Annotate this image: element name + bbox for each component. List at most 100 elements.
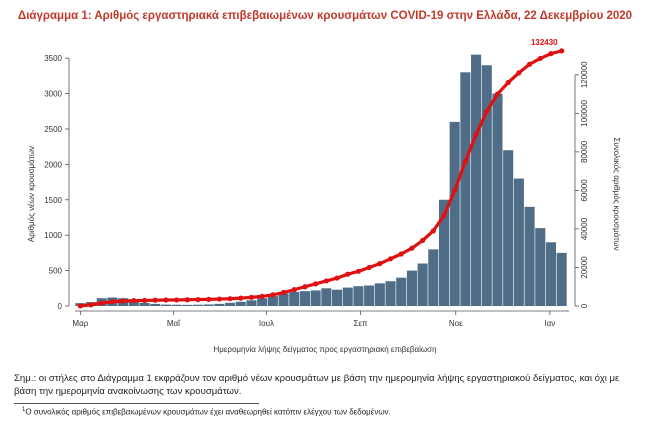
footnote: 1Ο συνολικός αριθμός επιβεβαιωμένων κρου… xyxy=(22,407,391,417)
bar xyxy=(438,199,450,306)
cumulative-point xyxy=(152,297,158,303)
chart-axes xyxy=(65,57,579,315)
y-tick-label: 2000 xyxy=(44,160,62,169)
cumulative-point xyxy=(77,303,83,309)
cumulative-point xyxy=(398,251,404,257)
cumulative-point xyxy=(206,296,212,302)
y-axis-label: Αριθμός νέων κρουσμάτων xyxy=(27,146,36,242)
cumulative-point xyxy=(313,281,319,287)
bar xyxy=(449,121,460,306)
bar xyxy=(556,252,567,306)
bar xyxy=(342,287,353,306)
chart-svg: 132430 0 500 1000 1500 2000 2500 3000 3500 0 2000… xyxy=(27,38,621,354)
bar xyxy=(289,291,300,306)
bar xyxy=(267,296,278,306)
cumulative-point xyxy=(248,294,255,300)
cumulative-point xyxy=(505,79,511,86)
bar xyxy=(225,302,236,306)
bar xyxy=(364,285,375,306)
cumulative-point xyxy=(131,298,137,304)
y2-tick-label: 0 xyxy=(580,303,589,308)
bar xyxy=(503,150,514,306)
bar xyxy=(299,291,311,306)
cumulative-line-path xyxy=(78,49,564,308)
x-axis-label: Ημερομηνία λήψης δείγματος προς εργαστηρ… xyxy=(213,345,436,354)
cumulative-point xyxy=(452,187,458,194)
bar xyxy=(278,293,289,306)
footnote-mark: 1 xyxy=(22,407,26,413)
bar xyxy=(406,270,417,306)
cumulative-line: 132430 xyxy=(77,38,565,309)
y2-axis-label: Συνολικός αριθμός κρουσμάτων xyxy=(612,137,621,250)
bar xyxy=(150,303,161,306)
bar xyxy=(460,72,471,306)
y-tick-label: 3500 xyxy=(44,54,62,63)
bar xyxy=(171,304,182,306)
cumulative-point xyxy=(473,131,479,138)
bar xyxy=(192,304,204,306)
bar xyxy=(385,281,396,306)
bar xyxy=(353,286,364,306)
x-tick-label: Νοε xyxy=(449,319,463,328)
cumulative-point xyxy=(462,158,468,165)
y2-tick-label: 80000 xyxy=(580,140,589,163)
cumulative-point xyxy=(120,298,126,304)
chart-title: Διάγραμμα 1: Αριθμός εργαστηριακά επιβεβ… xyxy=(17,10,633,22)
bar xyxy=(374,283,385,306)
y2-tick-label: 60000 xyxy=(580,179,589,202)
cumulative-point xyxy=(387,256,394,262)
bar xyxy=(321,288,332,306)
cumulative-point xyxy=(302,284,308,290)
cumulative-point xyxy=(141,297,148,304)
bar xyxy=(545,242,557,306)
y-tick-label: 1500 xyxy=(44,196,62,205)
cumulative-point xyxy=(334,275,340,281)
x-tick-label: Σεπ xyxy=(354,319,369,328)
bar xyxy=(182,304,193,306)
cumulative-point xyxy=(420,237,426,244)
footnote-divider xyxy=(14,403,259,404)
bar xyxy=(310,290,321,306)
cumulative-point xyxy=(516,70,522,76)
bar xyxy=(428,249,439,306)
cumulative-point xyxy=(184,297,190,303)
cumulative-point xyxy=(174,297,180,303)
cumulative-point xyxy=(259,293,265,299)
cumulative-point xyxy=(345,271,351,277)
cumulative-point xyxy=(548,51,554,57)
bar xyxy=(203,304,214,306)
y2-tick-label: 40000 xyxy=(580,217,589,240)
cumulative-point xyxy=(270,292,276,298)
x-tick-label: Ιουλ xyxy=(259,319,274,328)
cumulative-point xyxy=(238,295,244,301)
cumulative-point xyxy=(537,55,543,62)
y2-tick-label: 20000 xyxy=(580,256,589,279)
x-tick-label: Μαρ xyxy=(72,319,88,328)
cumulative-point xyxy=(366,264,372,271)
bar xyxy=(535,228,546,306)
cumulative-point xyxy=(109,299,116,305)
cumulative-point xyxy=(494,91,501,97)
y-tick-label: 2500 xyxy=(44,125,62,134)
bar xyxy=(235,301,246,306)
cumulative-point xyxy=(430,228,436,234)
y-tick-label: 1000 xyxy=(44,231,62,240)
bar xyxy=(257,298,268,306)
cumulative-total-label: 132430 xyxy=(531,38,558,47)
cumulative-point xyxy=(227,296,233,302)
chart-note: Σημ.: οι στήλες στο Διάγραμμα 1 εκφράζου… xyxy=(14,373,620,397)
bar xyxy=(396,277,407,306)
bar xyxy=(417,263,428,306)
bar xyxy=(492,93,503,306)
cumulative-point xyxy=(484,108,490,115)
bar xyxy=(331,289,343,306)
bar xyxy=(513,178,524,306)
bar xyxy=(139,302,150,306)
x-tick-label: Μαΐ xyxy=(167,319,181,328)
bar xyxy=(214,303,225,306)
bar xyxy=(481,65,492,306)
y-tick-label: 0 xyxy=(58,302,63,311)
bar xyxy=(160,304,171,306)
cumulative-point xyxy=(526,61,533,67)
cumulative-point xyxy=(195,296,201,303)
